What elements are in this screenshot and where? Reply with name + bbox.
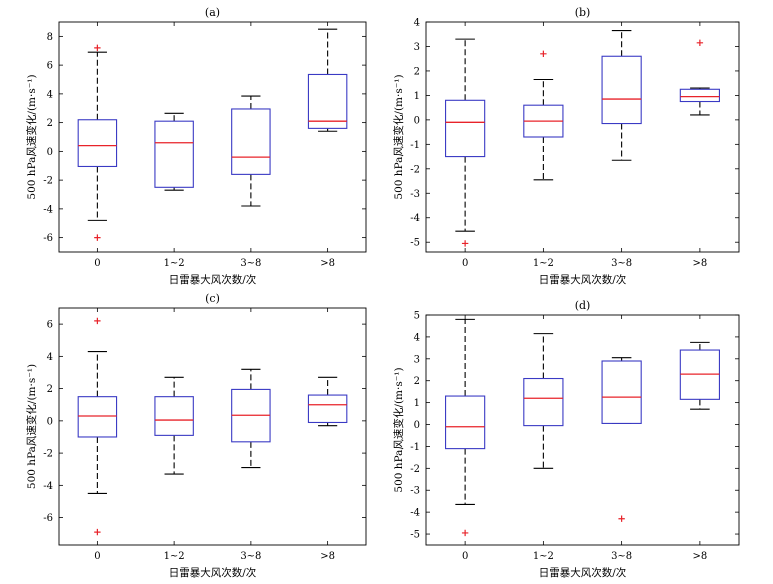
box-1 — [154, 120, 194, 188]
x-tick-label: 1~2 — [533, 258, 554, 269]
x-tick-label: 1~2 — [164, 551, 185, 562]
x-tick-label: 3~8 — [611, 258, 632, 269]
box-3 — [307, 394, 348, 424]
outlier-marker — [461, 529, 469, 537]
box-3 — [307, 73, 348, 129]
box-1 — [523, 377, 564, 427]
y-tick-label: 0 — [414, 420, 420, 431]
box-3 — [679, 88, 720, 103]
box-2 — [601, 55, 642, 125]
plot-frame — [425, 21, 740, 253]
y-tick-label: -6 — [43, 233, 53, 244]
x-tick-label: >8 — [320, 258, 335, 269]
plot-frame — [58, 21, 367, 253]
y-tick-label: 4 — [47, 89, 53, 100]
panel-title: (b) — [575, 6, 591, 19]
y-tick-label: 2 — [47, 384, 53, 395]
y-tick-label: 1 — [414, 91, 420, 102]
y-tick-label: 8 — [47, 32, 53, 43]
x-axis-label: 日雷暴大风次数/次 — [169, 273, 257, 286]
panel-title: (d) — [575, 299, 591, 312]
y-tick-label: 2 — [414, 66, 420, 77]
y-tick-label: -1 — [410, 140, 420, 151]
y-tick-label: -4 — [43, 481, 53, 492]
outlier-marker — [540, 50, 547, 58]
x-tick-label: 3~8 — [240, 258, 261, 269]
outlier-marker — [618, 515, 625, 522]
outlier-marker — [94, 528, 101, 536]
y-tick-label: 4 — [414, 18, 420, 29]
y-tick-label: 5 — [414, 311, 420, 322]
x-tick-label: >8 — [693, 551, 708, 562]
box-1 — [154, 396, 194, 436]
box-2 — [231, 108, 271, 175]
plot-frame — [425, 314, 740, 546]
y-tick-label: -1 — [410, 442, 420, 453]
box-0 — [445, 395, 486, 450]
y-tick-label: -2 — [410, 464, 420, 475]
y-tick-label: 3 — [414, 42, 420, 53]
x-tick-label: 0 — [462, 551, 468, 562]
y-tick-label: -2 — [43, 449, 53, 460]
outlier-marker — [696, 39, 704, 46]
y-tick-label: -4 — [43, 204, 53, 215]
y-tick-label: -4 — [410, 508, 420, 519]
y-tick-label: 0 — [414, 115, 420, 126]
y-tick-label: -6 — [43, 513, 53, 524]
box-0 — [77, 119, 118, 168]
y-axis-label: 500 hPa风速变化/(m·s⁻¹) — [25, 74, 38, 199]
outlier-marker — [94, 234, 101, 241]
x-tick-label: 3~8 — [240, 551, 261, 562]
y-tick-label: 2 — [414, 376, 420, 387]
x-tick-label: 1~2 — [533, 551, 554, 562]
y-tick-label: -3 — [410, 189, 420, 200]
x-tick-label: 0 — [94, 551, 100, 562]
y-tick-label: 3 — [414, 354, 420, 365]
y-tick-label: 0 — [47, 147, 53, 158]
y-tick-label: -2 — [43, 176, 53, 187]
y-tick-label: 0 — [47, 416, 53, 427]
y-axis-label: 500 hPa风速变化/(m·s⁻¹) — [392, 367, 405, 492]
y-tick-label: -5 — [410, 530, 420, 541]
panel-title: (c) — [205, 292, 220, 305]
plot-frame — [58, 307, 367, 546]
box-0 — [77, 396, 118, 438]
outlier-marker — [94, 44, 101, 52]
x-axis-label: 日雷暴大风次数/次 — [169, 566, 257, 579]
x-tick-label: 3~8 — [611, 551, 632, 562]
x-tick-label: 1~2 — [164, 258, 185, 269]
y-tick-label: 4 — [414, 332, 420, 343]
y-tick-label: -2 — [410, 164, 420, 175]
outlier-marker — [94, 317, 101, 325]
y-tick-label: 2 — [47, 118, 53, 129]
y-tick-label: -4 — [410, 213, 420, 224]
y-axis-label: 500 hPa风速变化/(m·s⁻¹) — [392, 74, 405, 199]
box-0 — [445, 99, 486, 158]
box-2 — [601, 360, 642, 424]
y-tick-label: -3 — [410, 486, 420, 497]
x-axis-label: 日雷暴大风次数/次 — [539, 566, 627, 579]
y-tick-label: -5 — [410, 238, 420, 249]
x-tick-label: >8 — [320, 551, 335, 562]
y-tick-label: 6 — [47, 61, 53, 72]
y-axis-label: 500 hPa风速变化/(m·s⁻¹) — [25, 364, 38, 489]
x-tick-label: 0 — [462, 258, 468, 269]
outlier-marker — [461, 240, 469, 247]
y-tick-label: 6 — [47, 320, 53, 331]
y-tick-label: 1 — [414, 398, 420, 409]
y-tick-label: 4 — [47, 352, 53, 363]
panel-title: (a) — [205, 6, 220, 19]
x-tick-label: 0 — [94, 258, 100, 269]
x-tick-label: >8 — [693, 258, 708, 269]
x-axis-label: 日雷暴大风次数/次 — [539, 273, 627, 286]
